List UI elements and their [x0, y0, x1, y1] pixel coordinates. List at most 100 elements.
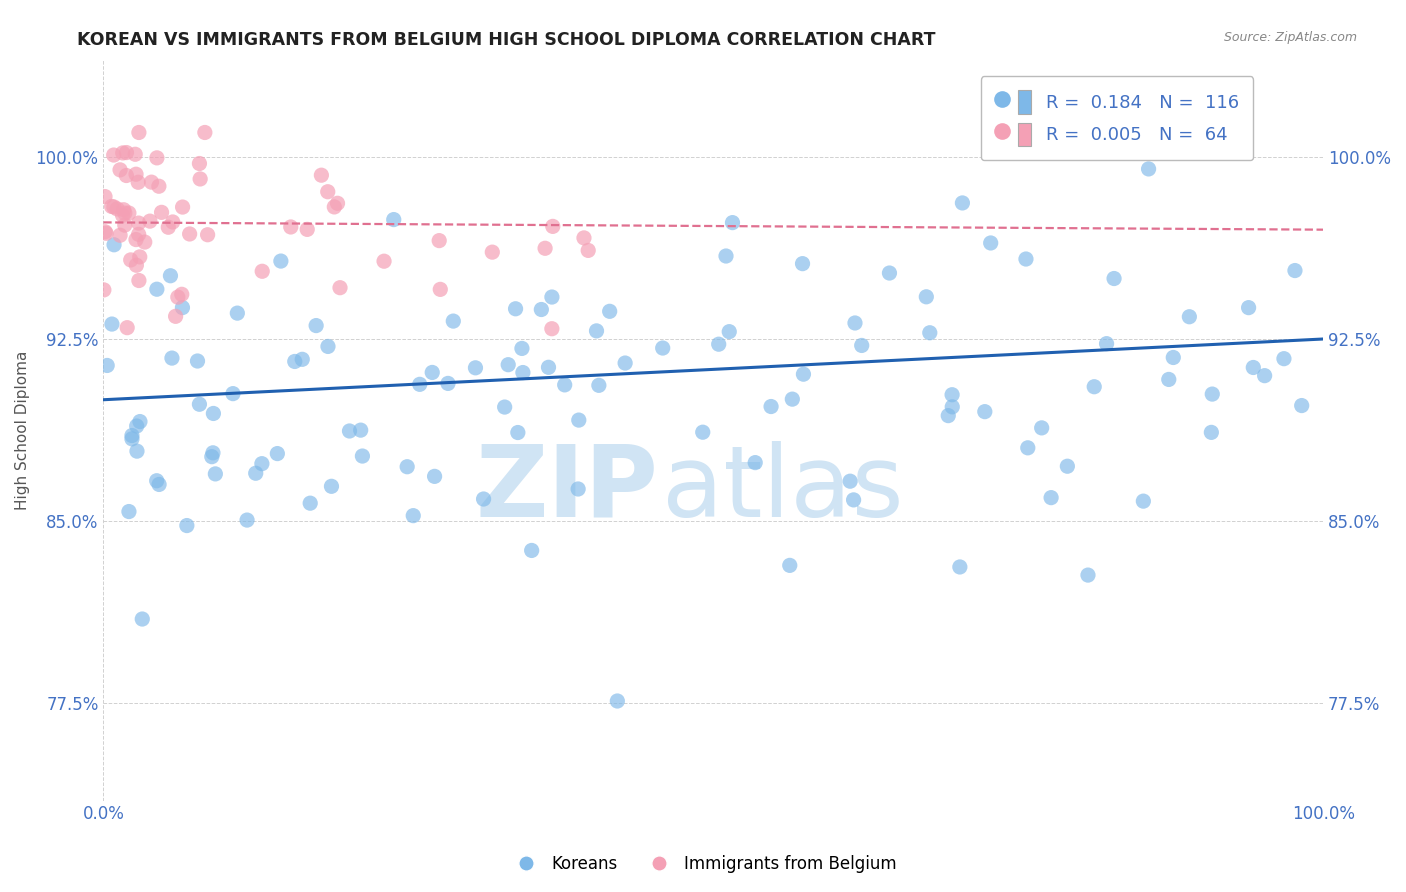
Point: [423, 469, 446, 483]
Point: [280, 219, 302, 234]
Point: [614, 356, 637, 370]
Point: [472, 491, 495, 506]
Point: [599, 304, 621, 318]
Point: [759, 400, 782, 414]
Point: [481, 245, 503, 260]
Point: [1167, 126, 1189, 140]
Point: [420, 366, 443, 380]
Point: [541, 219, 564, 234]
Point: [202, 407, 225, 421]
Point: [134, 235, 156, 249]
Y-axis label: High School Diploma: High School Diploma: [15, 351, 30, 510]
Point: [1241, 360, 1264, 375]
Point: [1031, 421, 1053, 435]
Point: [464, 360, 486, 375]
Point: [162, 215, 184, 229]
Point: [692, 425, 714, 440]
Point: [118, 504, 141, 518]
Point: [1137, 161, 1160, 176]
Point: [172, 200, 194, 214]
Point: [980, 235, 1002, 250]
Point: [160, 351, 183, 365]
Point: [606, 694, 628, 708]
Point: [1040, 491, 1063, 505]
Point: [1291, 399, 1313, 413]
Point: [1178, 310, 1201, 324]
Point: [949, 560, 972, 574]
Point: [194, 126, 217, 140]
Point: [382, 212, 405, 227]
Point: [554, 377, 576, 392]
Point: [1017, 441, 1039, 455]
Point: [1237, 301, 1260, 315]
Point: [707, 337, 730, 351]
Point: [1201, 425, 1223, 440]
Point: [842, 492, 865, 507]
Point: [567, 482, 589, 496]
Point: [572, 231, 595, 245]
Point: [496, 358, 519, 372]
Point: [973, 404, 995, 418]
Point: [329, 281, 352, 295]
Point: [585, 324, 607, 338]
Point: [350, 423, 373, 437]
Point: [108, 228, 131, 243]
Point: [744, 456, 766, 470]
Point: [936, 409, 959, 423]
Point: [537, 360, 560, 375]
Point: [651, 341, 673, 355]
Point: [125, 233, 148, 247]
Text: Source: ZipAtlas.com: Source: ZipAtlas.com: [1223, 31, 1357, 45]
Point: [718, 325, 741, 339]
Text: KOREAN VS IMMIGRANTS FROM BELGIUM HIGH SCHOOL DIPLOMA CORRELATION CHART: KOREAN VS IMMIGRANTS FROM BELGIUM HIGH S…: [77, 31, 936, 49]
Point: [326, 196, 349, 211]
Point: [172, 301, 194, 315]
Point: [512, 366, 534, 380]
Point: [179, 227, 201, 241]
Point: [100, 199, 122, 213]
Point: [94, 189, 117, 203]
Point: [145, 474, 167, 488]
Point: [1077, 568, 1099, 582]
Point: [96, 359, 118, 373]
Point: [779, 558, 801, 573]
Point: [427, 234, 450, 248]
Point: [576, 244, 599, 258]
Point: [128, 216, 150, 230]
Point: [125, 258, 148, 272]
Point: [339, 424, 361, 438]
Point: [139, 214, 162, 228]
Point: [1083, 380, 1105, 394]
Point: [128, 126, 150, 140]
Point: [299, 496, 322, 510]
Point: [125, 419, 148, 434]
Point: [159, 268, 181, 283]
Point: [952, 196, 974, 211]
Text: ZIP: ZIP: [475, 441, 658, 538]
Point: [131, 612, 153, 626]
Point: [222, 386, 245, 401]
Point: [441, 314, 464, 328]
Point: [851, 338, 873, 352]
Point: [129, 415, 152, 429]
Point: [121, 428, 143, 442]
Point: [1132, 494, 1154, 508]
Point: [352, 449, 374, 463]
Point: [530, 302, 553, 317]
Point: [541, 290, 564, 304]
Point: [409, 377, 432, 392]
Point: [128, 227, 150, 242]
Point: [226, 306, 249, 320]
Point: [114, 218, 136, 232]
Point: [879, 266, 901, 280]
Point: [250, 457, 273, 471]
Point: [127, 175, 149, 189]
Point: [568, 413, 591, 427]
Point: [918, 326, 941, 340]
Point: [103, 148, 125, 162]
Text: atlas: atlas: [662, 441, 904, 538]
Point: [266, 447, 288, 461]
Point: [1253, 368, 1275, 383]
Point: [121, 432, 143, 446]
Point: [792, 257, 814, 271]
